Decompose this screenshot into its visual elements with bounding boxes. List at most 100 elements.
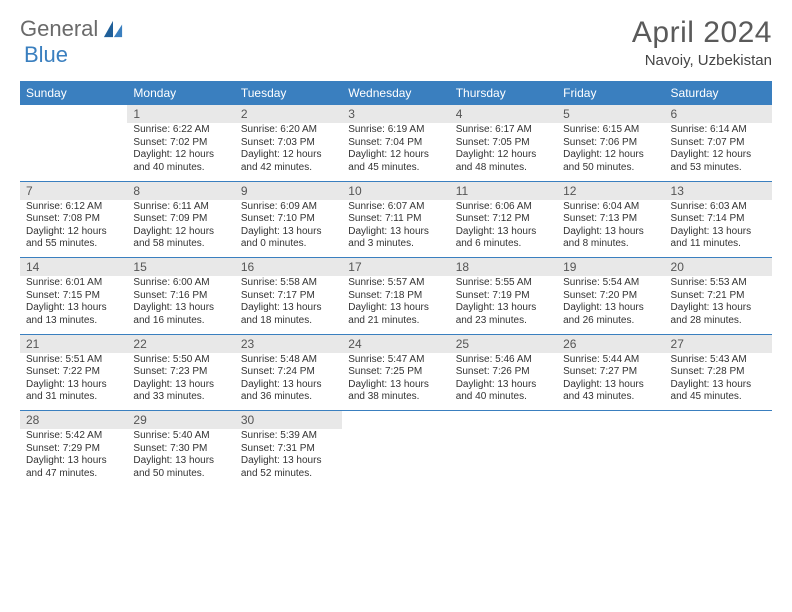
day-cell-line: and 50 minutes.	[133, 468, 230, 481]
day-number: 24	[342, 334, 449, 353]
day-content-row: Sunrise: 6:01 AMSunset: 7:15 PM Daylight:…	[20, 276, 772, 334]
day-cell-line: Sunrise: 6:00 AM	[133, 277, 230, 290]
day-cell-line: and 53 minutes.	[671, 162, 768, 175]
day-cell-line: Sunset: 7:25 PM	[348, 366, 445, 379]
weekday-header: Saturday	[665, 81, 772, 105]
day-cell-line: and 33 minutes.	[133, 391, 230, 404]
day-number: 19	[557, 258, 664, 277]
day-number: 9	[235, 181, 342, 200]
day-cell-line: and 8 minutes.	[563, 238, 660, 251]
day-cell-line: Sunset: 7:20 PM	[563, 290, 660, 303]
day-cell-line: and 11 minutes.	[671, 238, 768, 251]
day-cell-line: Sunset: 7:09 PM	[133, 213, 230, 226]
day-number	[665, 411, 772, 430]
day-cell-line: Daylight: 13 hours	[671, 226, 768, 239]
day-number: 28	[20, 411, 127, 430]
weekday-header: Wednesday	[342, 81, 449, 105]
day-number: 8	[127, 181, 234, 200]
day-cell-line: Sunset: 7:14 PM	[671, 213, 768, 226]
day-content-row: Sunrise: 5:51 AMSunset: 7:22 PMDaylight:…	[20, 353, 772, 411]
day-cell: Sunrise: 6:12 AMSunset: 7:08 PMDaylight:…	[20, 200, 127, 258]
day-number: 15	[127, 258, 234, 277]
day-cell: Sunrise: 5:51 AMSunset: 7:22 PMDaylight:…	[20, 353, 127, 411]
day-cell-line: Sunrise: 6:20 AM	[241, 124, 338, 137]
day-number-row: 78910111213	[20, 181, 772, 200]
day-cell: Sunrise: 5:46 AMSunset: 7:26 PMDaylight:…	[450, 353, 557, 411]
day-number: 10	[342, 181, 449, 200]
day-cell-line: Sunset: 7:07 PM	[671, 137, 768, 150]
weekday-header: Tuesday	[235, 81, 342, 105]
day-cell-line: Sunset: 7:31 PM	[241, 443, 338, 456]
day-cell: Sunrise: 6:03 AMSunset: 7:14 PMDaylight:…	[665, 200, 772, 258]
day-cell-line: Sunset: 7:18 PM	[348, 290, 445, 303]
day-cell	[20, 123, 127, 181]
day-cell-line: Sunrise: 6:11 AM	[133, 201, 230, 214]
day-cell-line: Sunrise: 5:40 AM	[133, 430, 230, 443]
day-cell	[342, 429, 449, 487]
day-cell-line: Sunset: 7:05 PM	[456, 137, 553, 150]
day-cell-line: Sunrise: 6:09 AM	[241, 201, 338, 214]
day-cell-line: Sunrise: 6:14 AM	[671, 124, 768, 137]
day-cell-line: Sunset: 7:02 PM	[133, 137, 230, 150]
day-cell-line: Daylight: 12 hours	[133, 226, 230, 239]
day-number: 26	[557, 334, 664, 353]
day-number-row: 282930	[20, 411, 772, 430]
day-cell-line: Sunrise: 6:17 AM	[456, 124, 553, 137]
day-cell: Sunrise: 5:50 AMSunset: 7:23 PMDaylight:…	[127, 353, 234, 411]
day-cell-line: Daylight: 12 hours	[26, 226, 123, 239]
day-cell-line: and 3 minutes.	[348, 238, 445, 251]
day-cell-line: and 16 minutes.	[133, 315, 230, 328]
day-cell-line: Sunset: 7:15 PM	[26, 290, 123, 303]
day-cell: Sunrise: 5:54 AMSunset: 7:20 PMDaylight:…	[557, 276, 664, 334]
title-block: April 2024 Navoiy, Uzbekistan	[632, 16, 772, 69]
day-cell: Sunrise: 5:44 AMSunset: 7:27 PMDaylight:…	[557, 353, 664, 411]
day-cell-line: and 42 minutes.	[241, 162, 338, 175]
day-cell-line: Sunrise: 6:04 AM	[563, 201, 660, 214]
day-number: 21	[20, 334, 127, 353]
day-number: 12	[557, 181, 664, 200]
day-cell-line: Daylight: 12 hours	[133, 149, 230, 162]
day-cell: Sunrise: 5:58 AMSunset: 7:17 PMDaylight:…	[235, 276, 342, 334]
day-cell-line: and 43 minutes.	[563, 391, 660, 404]
day-number	[342, 411, 449, 430]
day-cell-line: Daylight: 13 hours	[133, 379, 230, 392]
day-cell-line: Sunrise: 5:46 AM	[456, 354, 553, 367]
day-cell-line: Sunrise: 6:01 AM	[26, 277, 123, 290]
day-cell-line: Sunrise: 5:43 AM	[671, 354, 768, 367]
day-cell: Sunrise: 6:06 AMSunset: 7:12 PMDaylight:…	[450, 200, 557, 258]
day-cell: Sunrise: 6:04 AMSunset: 7:13 PMDaylight:…	[557, 200, 664, 258]
day-cell-line: and 50 minutes.	[563, 162, 660, 175]
day-cell-line: Sunrise: 5:50 AM	[133, 354, 230, 367]
page-title: April 2024	[632, 16, 772, 50]
day-cell-line: Sunrise: 6:06 AM	[456, 201, 553, 214]
day-cell-line: Daylight: 13 hours	[563, 226, 660, 239]
day-number: 27	[665, 334, 772, 353]
day-cell-line: Daylight: 12 hours	[671, 149, 768, 162]
day-cell-line: Daylight: 13 hours	[456, 379, 553, 392]
day-cell: Sunrise: 5:57 AMSunset: 7:18 PMDaylight:…	[342, 276, 449, 334]
weekday-header: Friday	[557, 81, 664, 105]
day-number: 22	[127, 334, 234, 353]
day-number: 17	[342, 258, 449, 277]
day-cell: Sunrise: 6:07 AMSunset: 7:11 PMDaylight:…	[342, 200, 449, 258]
day-cell: Sunrise: 6:22 AMSunset: 7:02 PMDaylight:…	[127, 123, 234, 181]
day-cell-line: and 36 minutes.	[241, 391, 338, 404]
calendar-table: Sunday Monday Tuesday Wednesday Thursday…	[20, 81, 772, 487]
day-number: 1	[127, 105, 234, 123]
day-cell-line: Daylight: 13 hours	[133, 302, 230, 315]
day-cell-line: and 21 minutes.	[348, 315, 445, 328]
day-cell-line: and 23 minutes.	[456, 315, 553, 328]
day-cell-line: and 45 minutes.	[671, 391, 768, 404]
day-cell: Sunrise: 6:19 AMSunset: 7:04 PMDaylight:…	[342, 123, 449, 181]
location-subtitle: Navoiy, Uzbekistan	[632, 52, 772, 69]
day-cell-line: Daylight: 13 hours	[26, 455, 123, 468]
day-cell-line: Sunset: 7:12 PM	[456, 213, 553, 226]
day-cell-line: Sunrise: 6:15 AM	[563, 124, 660, 137]
day-cell-line: Daylight: 13 hours	[456, 226, 553, 239]
day-cell: Sunrise: 5:40 AMSunset: 7:30 PMDaylight:…	[127, 429, 234, 487]
day-cell: Sunrise: 5:53 AMSunset: 7:21 PMDaylight:…	[665, 276, 772, 334]
day-cell-line: and 45 minutes.	[348, 162, 445, 175]
day-cell-line: and 13 minutes.	[26, 315, 123, 328]
day-cell-line: Sunrise: 5:58 AM	[241, 277, 338, 290]
day-cell-line: Sunrise: 5:39 AM	[241, 430, 338, 443]
